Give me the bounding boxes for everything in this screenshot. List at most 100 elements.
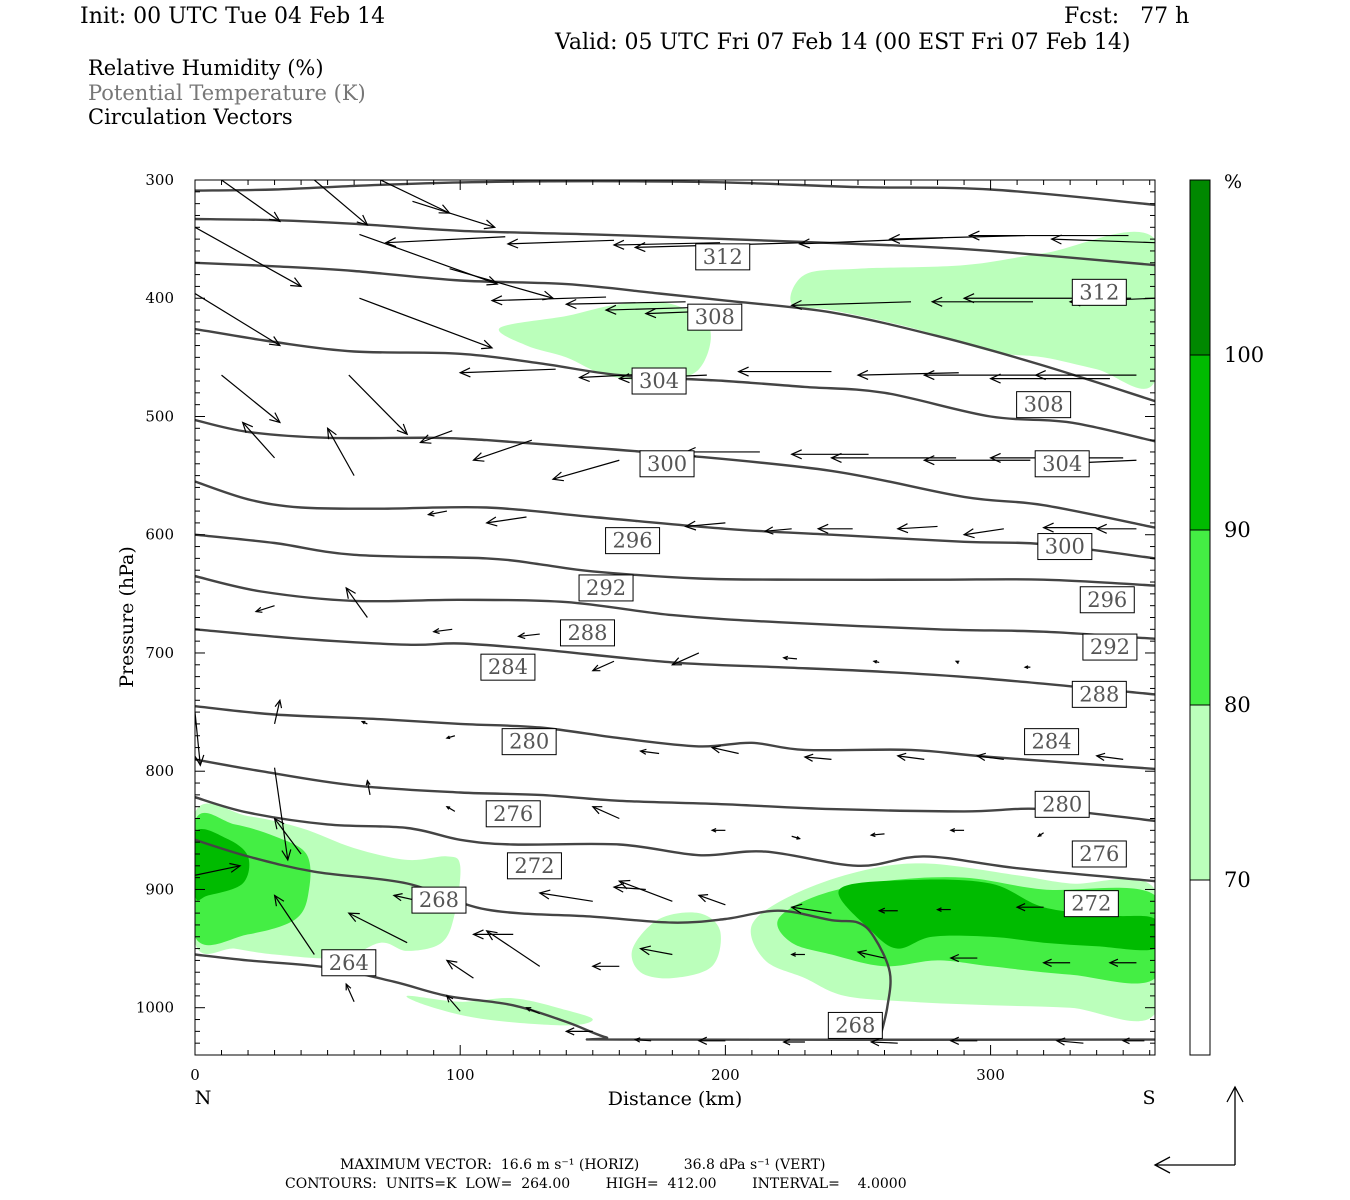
circulation-vector	[506, 238, 615, 249]
circulation-vector	[313, 180, 369, 226]
rh-legend-title: Relative Humidity (%)	[88, 56, 324, 80]
contour-label-text: 272	[514, 854, 554, 878]
colorbar-segment	[1189, 529, 1211, 706]
circulation-vector	[564, 1027, 593, 1036]
circulation-vector	[412, 200, 497, 230]
circulation-vector	[1015, 903, 1044, 912]
contour-label: 268	[827, 1011, 883, 1039]
circulation-vector	[195, 712, 205, 767]
circulation-vector	[564, 298, 686, 310]
circulation-vector	[930, 296, 1034, 307]
circulation-vector	[221, 180, 282, 223]
rh-region-70-5	[790, 231, 1155, 389]
circulation-vector	[1108, 958, 1137, 967]
axis-layer: 300 400 500 600 700 800 900 1000 0 100 200 300	[136, 171, 1155, 1084]
circulation-vector	[273, 767, 292, 862]
contour-label: 292	[578, 574, 634, 602]
circulation-vector	[697, 894, 726, 906]
circulation-vector	[591, 660, 615, 672]
contour-label: 304	[631, 367, 687, 395]
circulation-vector	[472, 439, 532, 462]
circulation-vector	[490, 295, 607, 306]
contour-label: 312	[1071, 278, 1127, 306]
circulation-vector	[967, 230, 1129, 241]
circulation-vector	[1055, 1037, 1084, 1046]
circulation-vector	[896, 523, 938, 534]
x-tick-label: 0	[190, 1066, 200, 1084]
isentrope-308	[195, 261, 1155, 403]
circulation-vector	[803, 753, 832, 762]
circulation-vector	[591, 962, 620, 971]
contour-label: 276	[485, 800, 541, 828]
contour-label-text: 300	[647, 452, 687, 476]
circulation-vector	[273, 817, 302, 855]
contour-label: 312	[695, 243, 751, 271]
circulation-vector	[384, 236, 506, 248]
circulation-vector	[359, 297, 494, 350]
circulation-vector	[872, 660, 880, 664]
circulation-vector	[426, 510, 448, 517]
contour-label-text: 272	[1071, 892, 1111, 916]
circulation-vector	[445, 994, 461, 1012]
isentrope-312	[195, 217, 1155, 267]
colorbar-level-label: 70	[1224, 868, 1251, 892]
contour-label: 284	[1024, 728, 1080, 756]
y-tick-label: 800	[145, 762, 174, 780]
circulation-vector	[517, 632, 540, 640]
contour-label-text: 276	[1079, 842, 1119, 866]
contour-label-text: 312	[1079, 280, 1119, 304]
contour-label-text: 292	[1090, 635, 1130, 659]
circulation-vector	[922, 370, 1039, 381]
circulation-vector	[1034, 370, 1137, 381]
circulation-vector	[949, 827, 965, 833]
isentrope-300	[195, 418, 1155, 529]
isentrope-292	[195, 533, 1155, 587]
circulation-vector	[445, 959, 474, 979]
circulation-vector	[782, 655, 798, 661]
circulation-vector	[1050, 234, 1155, 245]
circulation-vector	[612, 239, 721, 250]
circulation-vector	[326, 427, 355, 476]
contour-label: 276	[1071, 840, 1127, 868]
isentrope-280	[195, 705, 1155, 771]
circulation-vector	[816, 523, 853, 534]
isentrope-268	[195, 838, 892, 1042]
circulation-vector	[195, 293, 282, 347]
circulation-vector	[697, 1036, 726, 1045]
isentrope-296	[195, 480, 1155, 560]
y-tick-label: 400	[145, 289, 174, 307]
circulation-vector	[604, 304, 689, 315]
circulation-vector	[345, 982, 355, 1003]
contour-label: 280	[1034, 790, 1090, 818]
circulation-vector	[856, 949, 885, 959]
forecast-hour-label: Fcst: 77 h	[1064, 4, 1190, 29]
circulation-vector	[432, 627, 453, 635]
colorbar-level-label: 80	[1224, 693, 1251, 717]
contour-label-text: 308	[1024, 393, 1064, 417]
circulation-vector	[684, 446, 760, 458]
contour-label: 272	[506, 852, 562, 880]
isentrope-272	[195, 796, 1155, 883]
rh-region-70-3	[631, 912, 721, 979]
circulation-vector	[254, 605, 275, 613]
circulation-vector	[472, 929, 514, 940]
circulation-vector	[737, 366, 832, 377]
circulation-vector	[633, 1037, 652, 1043]
circulation-vector	[989, 373, 1110, 384]
colorbar-segment	[1189, 354, 1211, 531]
contour-label: 300	[639, 450, 695, 478]
circulation-vector	[790, 449, 869, 460]
circulation-vector	[830, 452, 957, 463]
y-axis-title: Pressure (hPa)	[116, 546, 138, 688]
rh-region-70-4	[498, 301, 711, 382]
contour-label-text: 280	[1042, 792, 1082, 816]
circulation-vector	[922, 455, 1031, 466]
contour-label-text: 280	[509, 730, 549, 754]
circulation-vector	[869, 832, 885, 838]
contour-label-text: 264	[329, 951, 369, 975]
contour-label-text: 284	[488, 655, 528, 679]
circulation-vector	[639, 945, 673, 956]
circulation-vector	[1095, 752, 1124, 762]
contour-label-text: 304	[639, 369, 679, 393]
